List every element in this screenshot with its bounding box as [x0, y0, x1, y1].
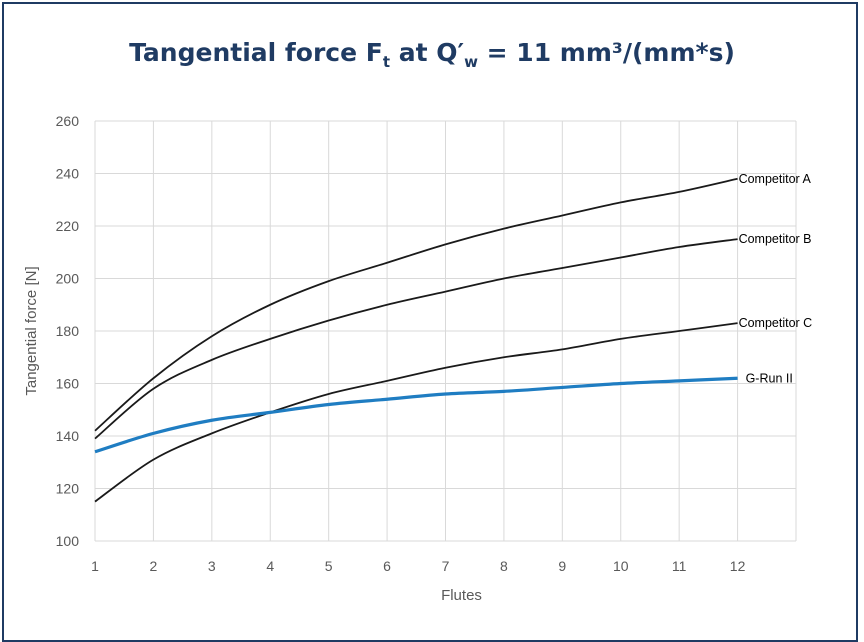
title-prefix: Tangential force F — [129, 38, 383, 67]
x-tick-label: 10 — [613, 558, 629, 574]
y-tick-label: 100 — [56, 533, 80, 549]
series-line-g-run-ii — [94, 376, 738, 454]
x-tick-label: 9 — [558, 558, 566, 574]
y-tick-label: 260 — [56, 113, 80, 129]
series-line-competitor-b — [94, 238, 738, 440]
series-label-g-run-ii: G-Run II — [746, 371, 793, 385]
series-line-competitor-a — [94, 177, 738, 432]
title-mid: at Q′ — [390, 38, 465, 67]
series-line-competitor-c — [94, 322, 738, 503]
x-tick-label: 12 — [730, 558, 746, 574]
series-label-competitor-a: Competitor A — [739, 172, 812, 186]
series-label-competitor-c: Competitor C — [739, 316, 813, 330]
title-suffix: = 11 mm³/(mm*s) — [477, 38, 735, 67]
y-tick-label: 120 — [56, 481, 80, 497]
x-tick-label: 4 — [266, 558, 274, 574]
x-tick-label: 3 — [208, 558, 216, 574]
y-tick-label: 200 — [56, 271, 80, 287]
x-tick-label: 2 — [150, 558, 158, 574]
y-axis-title: Tangential force [N] — [23, 266, 40, 395]
x-tick-label: 6 — [383, 558, 391, 574]
y-tick-label: 160 — [56, 376, 80, 392]
series-label-competitor-b: Competitor B — [739, 232, 812, 246]
x-tick-label: 7 — [442, 558, 450, 574]
x-axis-title: Flutes — [441, 587, 482, 604]
chart-title: Tangential force Ft at Q′w = 11 mm³/(mm*… — [0, 38, 864, 71]
x-tick-label: 1 — [91, 558, 99, 574]
y-tick-label: 220 — [56, 218, 80, 234]
y-tick-label: 140 — [56, 428, 80, 444]
y-tick-label: 180 — [56, 323, 80, 339]
y-tick-label: 240 — [56, 166, 80, 182]
title-subscript-t: t — [382, 53, 391, 71]
x-tick-label: 8 — [500, 558, 508, 574]
title-subscript-w: w — [464, 53, 478, 71]
x-tick-label: 11 — [672, 558, 687, 574]
x-tick-label: 5 — [325, 558, 333, 574]
